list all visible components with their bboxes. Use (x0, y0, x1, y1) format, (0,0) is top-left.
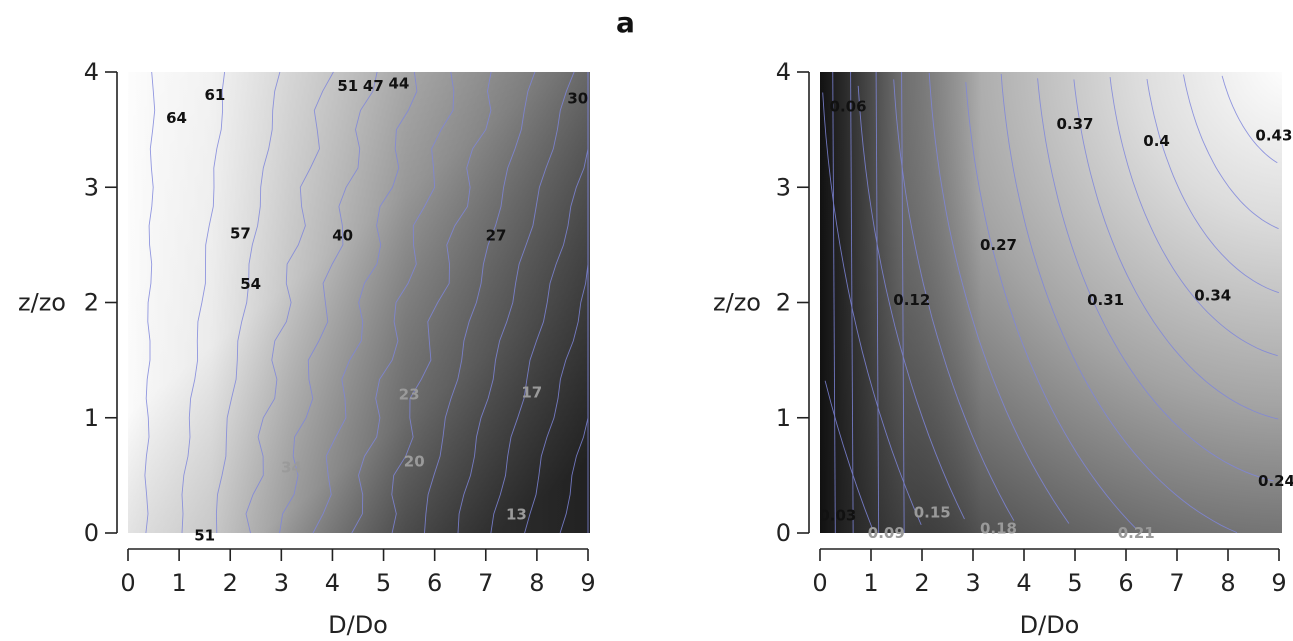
contour-label: 57 (230, 224, 251, 242)
contour-label: 0.43 (1255, 126, 1292, 144)
contour-line (1221, 75, 1278, 164)
x-tick-label: 4 (1016, 569, 1031, 597)
contour-line (312, 71, 418, 534)
panel-letter: a (616, 6, 635, 39)
contour-label: 30 (567, 90, 588, 108)
contour-line (245, 71, 334, 534)
contour-label: 17 (521, 383, 542, 401)
contour-label: 0.03 (819, 507, 856, 525)
contour-line (457, 71, 575, 534)
contour-label: 0.09 (868, 524, 905, 542)
x-tick-label: 6 (427, 569, 442, 597)
contour-line (1073, 79, 1279, 420)
contour-label: 0.12 (893, 291, 930, 309)
x-tick-label: 8 (1220, 569, 1235, 597)
y-tick-label: 0 (84, 519, 99, 547)
x-tick-label: 2 (914, 569, 929, 597)
contour-line (850, 71, 854, 534)
y-tick-label: 2 (776, 289, 791, 317)
contour-line (1109, 77, 1278, 357)
contour-line (1183, 74, 1279, 230)
contour-line (351, 71, 455, 534)
x-tick-label: 5 (1067, 569, 1082, 597)
x-tick-label: 6 (1118, 569, 1133, 597)
contour-label: 0.24 (1258, 472, 1293, 490)
contour-line (215, 71, 281, 534)
contour-line (181, 71, 226, 534)
contour-label: 0.34 (1194, 287, 1231, 305)
contour-line (822, 92, 922, 525)
x-tick-label: 3 (965, 569, 980, 597)
contour-line (857, 85, 965, 520)
contour-line (875, 71, 880, 534)
contour-line (893, 79, 1015, 521)
y-tick-label: 4 (776, 58, 791, 86)
contour-line (901, 71, 905, 534)
contour-label: 44 (388, 75, 409, 93)
contour-label: 40 (332, 227, 353, 245)
x-tick-label: 0 (120, 569, 135, 597)
contour-label: 13 (506, 506, 527, 524)
contour-label: 0.18 (980, 519, 1017, 537)
contour-line (1037, 78, 1274, 482)
y-tick-label: 2 (84, 289, 99, 317)
heatmap-field (820, 72, 1282, 533)
contour-label: 20 (404, 453, 425, 471)
y-axis-title: z/zo (18, 289, 66, 317)
contour-label: 34 (281, 458, 302, 476)
x-axis-title: D/Do (328, 611, 388, 639)
y-axis-title: z/zo (713, 289, 761, 317)
contour-line (144, 71, 156, 534)
contour-label: 0.31 (1087, 291, 1124, 309)
contour-label: 61 (204, 86, 225, 104)
y-tick-label: 1 (84, 404, 99, 432)
x-tick-label: 9 (1271, 569, 1286, 597)
contour-label: 51 (194, 526, 215, 544)
x-tick-label: 7 (1169, 569, 1184, 597)
x-tick-label: 9 (580, 569, 595, 597)
x-tick-label: 2 (223, 569, 238, 597)
x-tick-label: 5 (376, 569, 391, 597)
x-tick-label: 1 (863, 569, 878, 597)
y-tick-label: 3 (84, 173, 99, 201)
y-tick-label: 3 (776, 173, 791, 201)
x-tick-label: 0 (812, 569, 827, 597)
contour-label: 0.37 (1056, 115, 1093, 133)
contour-line (832, 71, 836, 534)
x-tick-label: 7 (478, 569, 493, 597)
contour-label: 54 (240, 275, 261, 293)
x-tick-label: 3 (274, 569, 289, 597)
contour-lines (144, 71, 589, 534)
y-tick-label: 1 (776, 404, 791, 432)
x-axis-title: D/Do (1020, 611, 1080, 639)
y-tick-label: 0 (776, 519, 791, 547)
contour-line (965, 82, 1137, 530)
contour-label: 23 (399, 386, 420, 404)
contour-label: 0.15 (914, 503, 951, 521)
right-contour-chart: 0 1 2 3 4 5 6 7 8 9 0 1 2 3 4 D/Do z/zo 0.06 0.37 0.4 0.43 0.… (713, 58, 1293, 639)
contour-label: 0.06 (830, 98, 867, 116)
x-tick-label: 1 (171, 569, 186, 597)
heatmap-shade (820, 72, 1282, 533)
contour-lines (822, 71, 1280, 534)
contour-line (424, 71, 536, 534)
contour-line (928, 72, 1070, 524)
contour-line (1000, 73, 1238, 534)
contour-line (391, 71, 492, 534)
y-tick-label: 4 (84, 58, 99, 86)
contour-label: 51 (337, 77, 358, 95)
x-tick-label: 4 (325, 569, 340, 597)
contour-label: 27 (486, 227, 507, 245)
contour-label: 47 (363, 77, 384, 95)
contour-line (279, 71, 378, 534)
contour-label: 0.21 (1118, 524, 1155, 542)
x-tick-label: 8 (529, 569, 544, 597)
contour-label: 64 (166, 109, 187, 127)
contour-line (1146, 79, 1280, 294)
contour-line (824, 380, 873, 530)
contour-label: 0.27 (980, 236, 1017, 254)
contour-label: 0.4 (1143, 132, 1170, 150)
